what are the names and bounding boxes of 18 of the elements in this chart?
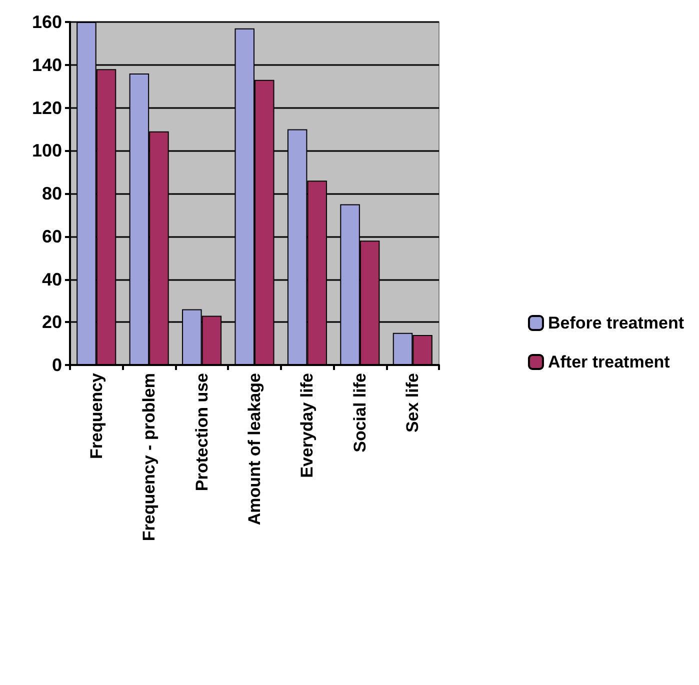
x-tick-label: Sex life — [403, 373, 422, 433]
x-tick-label: Social life — [350, 373, 370, 452]
y-tick-label: 160 — [32, 12, 62, 32]
x-tick-label: Frequency — [86, 372, 106, 459]
y-tick-label: 0 — [52, 355, 62, 375]
legend-label: After treatment — [548, 352, 670, 372]
x-tick-label: Amount of leakage — [245, 373, 264, 526]
y-tick-label: 60 — [42, 226, 62, 246]
y-tick-label: 80 — [42, 184, 62, 204]
y-tick-label: 120 — [32, 98, 62, 118]
legend-label: Before treatment — [548, 314, 684, 332]
y-tick-label: 140 — [32, 54, 62, 75]
x-tick-label: Protection use — [192, 373, 212, 492]
y-tick-label: 40 — [42, 269, 62, 290]
x-tick-label: Frequency - problem — [140, 373, 159, 542]
y-tick-label: 20 — [42, 312, 62, 332]
y-tick-label: 100 — [32, 140, 62, 161]
x-tick-label: Everyday life — [298, 373, 317, 478]
